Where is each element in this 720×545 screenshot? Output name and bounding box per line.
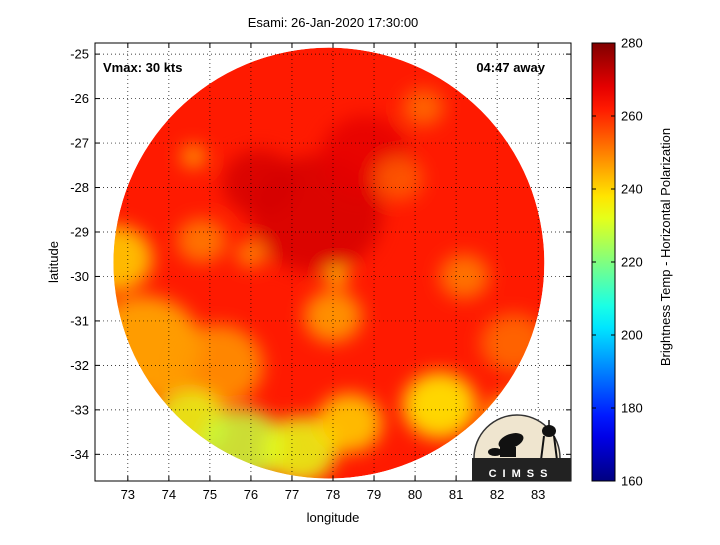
colorbar-label: Brightness Temp - Horizontal Polarizatio…: [658, 128, 673, 366]
y-tick-label: -28: [70, 180, 89, 195]
colorbar-tick-label: 180: [621, 401, 643, 416]
x-tick-label: 78: [326, 487, 340, 502]
y-tick-label: -25: [70, 47, 89, 62]
brightness-feature: [236, 241, 266, 268]
y-tick-label: -34: [70, 447, 89, 462]
y-tick-label: -26: [70, 91, 89, 106]
colorbar-tick-label: 160: [621, 474, 643, 489]
colorbar-tick-label: 260: [621, 109, 643, 124]
x-tick-label: 82: [490, 487, 504, 502]
y-tick-label: -29: [70, 224, 89, 239]
x-tick-label: 76: [244, 487, 258, 502]
x-tick-label: 79: [367, 487, 381, 502]
vmax-annotation: Vmax: 30 kts: [103, 60, 183, 75]
y-tick-label: -32: [70, 358, 89, 373]
y-tick-label: -27: [70, 136, 89, 151]
y-tick-label: -31: [70, 313, 89, 328]
x-tick-label: 77: [285, 487, 299, 502]
x-axis-label: longitude: [307, 510, 360, 525]
brightness-feature: [181, 145, 206, 168]
brightness-feature: [402, 372, 477, 439]
x-tick-label: 83: [531, 487, 545, 502]
brightness-feature: [177, 218, 227, 264]
brightness-feature: [222, 149, 297, 217]
colorbar-tick-label: 240: [621, 182, 643, 197]
colorbar-tick-label: 280: [621, 36, 643, 51]
colorbar-tick-label: 200: [621, 328, 643, 343]
y-tick-label: -30: [70, 269, 89, 284]
observatory-dish-icon: [488, 433, 524, 457]
brightness-feature: [402, 89, 444, 126]
chart-title: Esami: 26-Jan-2020 17:30:00: [248, 15, 419, 30]
x-tick-label: 81: [449, 487, 463, 502]
x-tick-label: 75: [203, 487, 217, 502]
colorbar-ticks: 160 180 200 220 240 260 280: [592, 36, 643, 489]
x-tick-label: 74: [162, 487, 176, 502]
x-tick-label: 80: [408, 487, 422, 502]
cimss-logo-text: CIMSS: [489, 468, 554, 480]
brightness-feature: [113, 225, 153, 292]
brightness-feature: [439, 254, 489, 299]
brightness-feature: [326, 267, 348, 286]
brightness-feature: [316, 393, 383, 453]
brightness-feature: [374, 156, 424, 201]
cimss-logo: CIMSS: [472, 414, 571, 481]
y-tick-label: -33: [70, 402, 89, 417]
y-axis-label: latitude: [46, 241, 61, 283]
colorbar-tick-label: 220: [621, 255, 643, 270]
y-axis-ticks: -25 -26 -27 -28 -29 -30 -31 -32 -33 -34: [70, 47, 571, 462]
water-tower-icon: [540, 420, 558, 461]
brightness-feature: [172, 324, 264, 407]
x-tick-label: 73: [121, 487, 135, 502]
brightness-feature: [304, 290, 362, 343]
time-away-annotation: 04:47 away: [476, 60, 545, 75]
x-axis-ticks: 73 74 75 76 77 78 79 80 81 82 83: [121, 43, 545, 502]
